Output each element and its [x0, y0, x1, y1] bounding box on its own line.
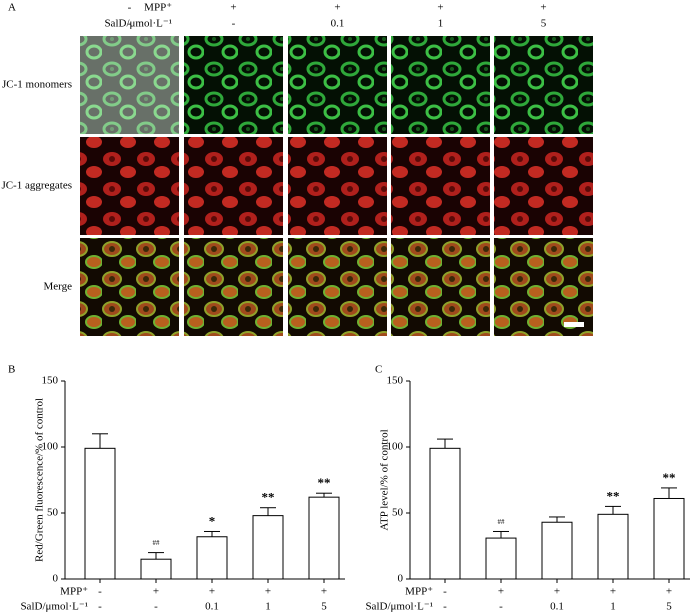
treatment-value: +: [265, 586, 271, 598]
row-label: Merge: [43, 281, 72, 293]
treatment-value: 5: [321, 601, 327, 613]
treatment-value: 0.1: [550, 601, 564, 613]
bar: [84, 447, 116, 580]
y-tick-label: 0: [398, 573, 404, 585]
bar: [140, 558, 172, 580]
bar: [429, 447, 461, 580]
treatment-value: +: [437, 2, 443, 14]
treatment-label: MPP⁺: [60, 586, 88, 598]
treatment-value: +: [153, 586, 159, 598]
treatment-value: -: [128, 2, 132, 14]
micrograph: [494, 137, 593, 235]
significance: **: [663, 470, 676, 485]
row-label: JC-1 monomers: [2, 79, 72, 91]
treatment-value: 0.1: [331, 18, 345, 30]
treatment-label: MPP⁺: [405, 586, 433, 598]
treatment-value: +: [498, 586, 504, 598]
treatment-value: +: [230, 2, 236, 14]
treatment-value: -: [98, 586, 102, 598]
scale-bar: [564, 322, 584, 327]
micrograph: [288, 137, 387, 235]
significance: ##: [153, 539, 161, 547]
treatment-label: SalD/μmol·L⁻¹: [365, 601, 433, 613]
micrograph: [80, 238, 179, 336]
y-tick-label: 0: [53, 573, 59, 585]
y-tick-label: 150: [387, 375, 404, 387]
row-label: JC-1 aggregates: [1, 180, 72, 192]
significance: **: [607, 488, 620, 503]
treatment-value: -: [232, 18, 236, 30]
micrograph: [494, 36, 593, 134]
treatment-value: +: [610, 586, 616, 598]
treatment-value: -: [154, 601, 158, 613]
treatment-value: +: [321, 586, 327, 598]
y-tick-label: 100: [387, 441, 404, 453]
treatment-value: +: [666, 586, 672, 598]
y-axis-label: ATP level/% of control: [379, 429, 391, 530]
bar: [308, 496, 340, 580]
y-tick-label: 150: [42, 375, 59, 387]
bar: [485, 537, 517, 580]
treatment-value: 1: [265, 601, 271, 613]
treatment-value: +: [540, 2, 546, 14]
treatment-value: +: [334, 2, 340, 14]
micrograph: [288, 36, 387, 134]
significance: **: [318, 475, 331, 490]
treatment-label: MPP⁺: [144, 2, 172, 14]
micrograph: [80, 137, 179, 235]
treatment-value: +: [209, 586, 215, 598]
panel-label: C: [375, 364, 382, 376]
treatment-value: -: [128, 18, 132, 30]
y-axis-label: Red/Green fluorescence/% of control: [34, 398, 46, 562]
bar: [252, 515, 284, 580]
micrograph: [391, 36, 490, 134]
significance: ##: [498, 518, 506, 526]
panel-label: B: [8, 364, 15, 376]
panel-label: A: [8, 2, 16, 14]
treatment-value: +: [554, 586, 560, 598]
treatment-value: 1: [610, 601, 616, 613]
treatment-value: 0.1: [205, 601, 219, 613]
treatment-label: SalD/μmol·L⁻¹: [104, 18, 172, 30]
micrograph: [288, 238, 387, 336]
treatment-label: SalD/μmol·L⁻¹: [20, 601, 88, 613]
bar: [597, 513, 629, 580]
micrograph: [80, 36, 179, 134]
bar: [196, 536, 228, 580]
y-tick-label: 50: [392, 507, 404, 519]
significance: **: [262, 490, 275, 505]
micrograph: [184, 137, 283, 235]
bar: [541, 521, 573, 580]
treatment-value: -: [98, 601, 102, 613]
treatment-value: -: [443, 601, 447, 613]
significance: *: [209, 513, 216, 528]
treatment-value: 1: [438, 18, 444, 30]
treatment-value: -: [499, 601, 503, 613]
treatment-value: -: [443, 586, 447, 598]
bar: [653, 497, 685, 580]
micrograph: [391, 137, 490, 235]
treatment-value: 5: [541, 18, 547, 30]
micrograph: [184, 36, 283, 134]
micrograph: [391, 238, 490, 336]
y-tick-label: 50: [47, 507, 59, 519]
micrograph: [494, 238, 593, 336]
y-tick-label: 100: [42, 441, 59, 453]
treatment-value: 5: [666, 601, 672, 613]
micrograph: [184, 238, 283, 336]
